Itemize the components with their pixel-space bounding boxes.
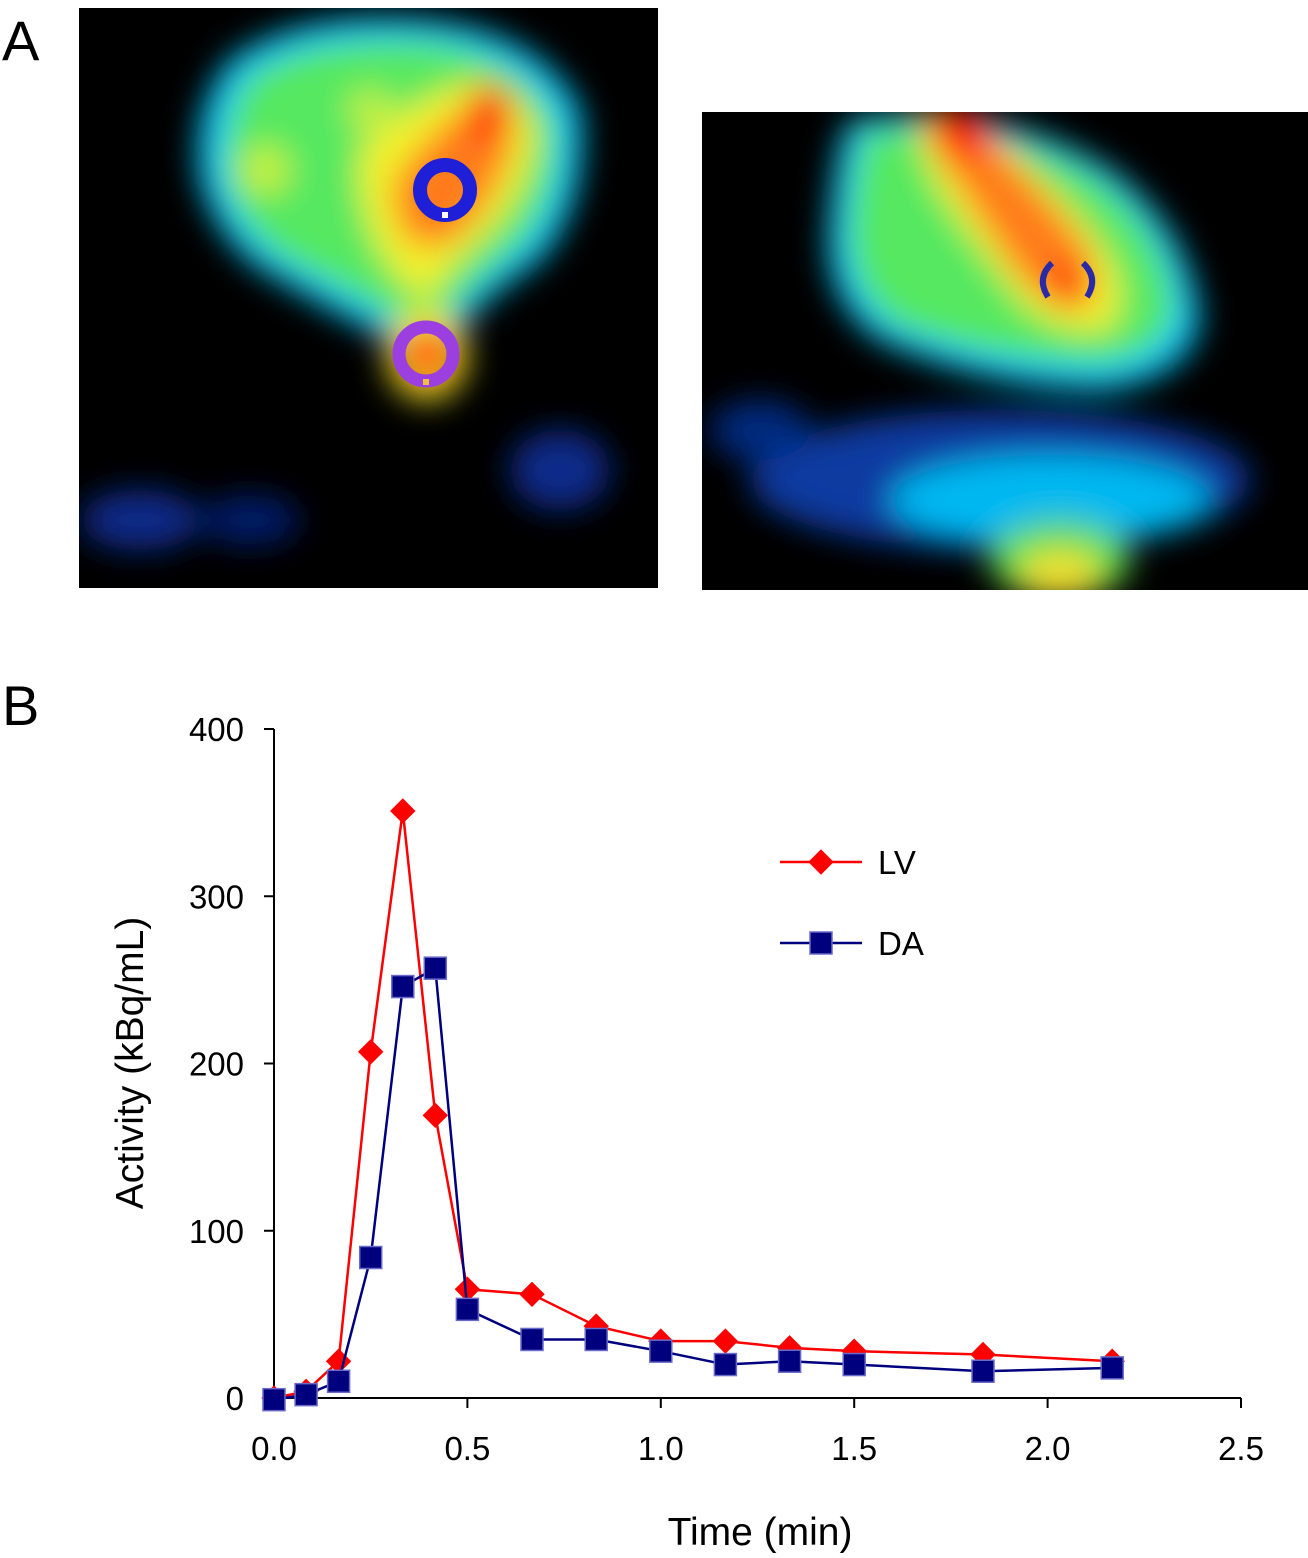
roi-handle xyxy=(423,379,429,385)
x-tick-label: 1.5 xyxy=(831,1430,877,1467)
series-layer xyxy=(261,798,1125,1412)
transaxial-pet-image xyxy=(79,8,658,588)
data-point-da xyxy=(1100,1356,1124,1380)
panel-a-label: A xyxy=(2,9,40,72)
y-axis-title: Activity (kBq/mL) xyxy=(109,917,152,1210)
x-axis-ticks: 0.0 0.5 1.0 1.5 2.0 2.5 xyxy=(251,1398,1264,1467)
data-point-da xyxy=(584,1327,608,1352)
chart-legend: LV DA xyxy=(780,844,924,962)
legend-entry-lv: LV xyxy=(780,844,916,881)
data-point-lv xyxy=(712,1328,739,1354)
y-axis-ticks: 0 100 200 300 400 xyxy=(189,711,274,1417)
roi-handle xyxy=(442,212,448,218)
series-da xyxy=(262,956,1124,1412)
y-tick-label: 100 xyxy=(189,1213,244,1250)
y-tick-label: 300 xyxy=(189,878,244,915)
data-point-da xyxy=(294,1382,318,1407)
x-tick-label: 0.5 xyxy=(444,1430,490,1467)
data-point-da xyxy=(423,956,448,980)
series-lv xyxy=(261,798,1125,1411)
data-point-lv xyxy=(390,798,416,824)
y-tick-label: 200 xyxy=(189,1046,244,1083)
y-tick-label: 0 xyxy=(226,1380,244,1417)
x-axis-title: Time (min) xyxy=(668,1511,853,1554)
x-tick-label: 2.0 xyxy=(1025,1430,1071,1467)
data-point-da xyxy=(649,1339,673,1363)
legend-entry-da: DA xyxy=(780,925,924,962)
legend-label: LV xyxy=(878,844,916,881)
x-tick-label: 2.5 xyxy=(1218,1430,1264,1467)
data-point-da xyxy=(358,1245,383,1270)
data-point-da xyxy=(777,1349,802,1373)
activity-chart: 0.0 0.5 1.0 1.5 2.0 2.5 0 100 200 300 400 Time (m… xyxy=(109,711,1264,1554)
legend-label: DA xyxy=(878,925,924,962)
x-tick-label: 1.0 xyxy=(638,1430,684,1467)
data-point-da xyxy=(971,1359,995,1383)
lv-roi-arc xyxy=(1080,260,1096,299)
x-tick-label: 0.0 xyxy=(251,1430,297,1467)
legend-marker xyxy=(809,931,833,955)
data-point-da xyxy=(391,974,415,999)
data-point-da xyxy=(520,1327,544,1352)
data-point-da xyxy=(713,1352,738,1377)
series-line-da xyxy=(273,966,1113,1401)
data-point-lv xyxy=(422,1102,449,1129)
chart-axes xyxy=(273,729,1241,1399)
data-point-da xyxy=(326,1369,351,1394)
data-point-lv xyxy=(519,1281,545,1308)
data-point-lv xyxy=(357,1039,384,1065)
y-tick-label: 400 xyxy=(189,711,244,748)
lv-roi-arc xyxy=(1039,260,1055,299)
sagittal-pet-image xyxy=(702,112,1308,590)
legend-marker xyxy=(808,849,834,875)
data-point-da xyxy=(455,1297,480,1322)
data-point-da xyxy=(842,1352,866,1377)
data-point-da xyxy=(262,1387,286,1412)
series-line-lv xyxy=(273,810,1113,1400)
panel-b-label: B xyxy=(2,674,39,737)
